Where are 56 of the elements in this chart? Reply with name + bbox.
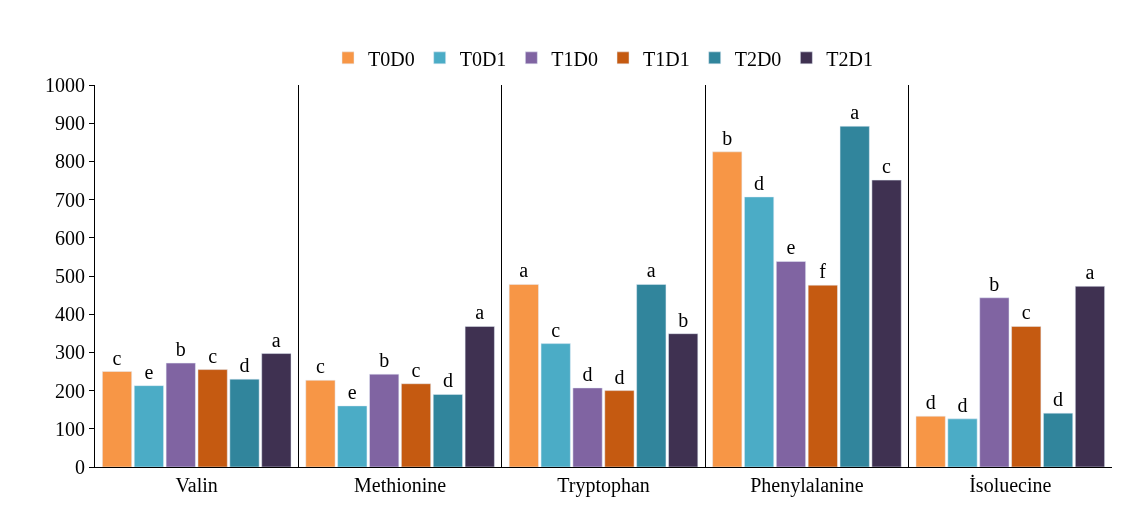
y-tick-label: 900 — [55, 112, 85, 135]
data-label: d — [754, 171, 765, 194]
y-tick-label: 0 — [75, 456, 85, 478]
y-tick-label: 600 — [55, 226, 85, 249]
data-label: a — [475, 301, 485, 324]
y-tick-label: 800 — [55, 150, 85, 173]
data-label: a — [271, 328, 281, 351]
y-tick-label: 700 — [55, 188, 85, 211]
legend-label: T1D1 — [643, 47, 690, 70]
data-label: a — [646, 259, 656, 282]
data-label: b — [989, 272, 1000, 295]
data-label: d — [442, 369, 453, 392]
data-label: c — [411, 358, 421, 381]
y-tick-label: 1000 — [45, 74, 85, 96]
data-label: d — [582, 362, 593, 385]
data-label: c — [882, 155, 892, 178]
legend-label: T2D0 — [734, 47, 782, 70]
y-tick-label: 200 — [55, 379, 85, 402]
y-tick-label: 300 — [55, 341, 85, 364]
data-label: e — [786, 236, 796, 259]
data-label: d — [957, 393, 968, 416]
bar — [401, 383, 431, 467]
x-tick-label: Methionine — [353, 474, 447, 496]
data-label: a — [519, 259, 529, 282]
data-label: d — [925, 391, 936, 414]
data-label: b — [678, 308, 689, 331]
y-tick-label: 500 — [55, 265, 85, 287]
legend-label: T0D1 — [459, 47, 507, 70]
legend-label: T0D0 — [368, 47, 415, 70]
data-label: e — [144, 360, 154, 383]
data-label: a — [850, 101, 860, 124]
data-label: b — [379, 349, 390, 372]
data-label: f — [819, 260, 827, 283]
x-tick-label: Tryptophan — [557, 474, 650, 497]
data-label: c — [315, 355, 325, 378]
bar — [776, 261, 806, 467]
data-label: e — [347, 380, 357, 403]
data-label: c — [208, 344, 218, 367]
y-tick-label: 100 — [55, 417, 85, 440]
data-label: a — [1085, 261, 1095, 284]
data-label: c — [551, 318, 561, 341]
x-tick-label: Valin — [175, 474, 218, 496]
x-tick-label: İsoluecine — [969, 474, 1052, 496]
bar — [102, 371, 132, 467]
x-tick-label: Phenylalanine — [750, 474, 864, 497]
bar — [1075, 286, 1105, 467]
data-label: d — [1053, 388, 1064, 411]
data-label: c — [1021, 301, 1031, 324]
legend-label: T1D0 — [551, 47, 599, 70]
data-label: b — [175, 338, 186, 361]
data-label: d — [239, 354, 250, 377]
data-label: d — [614, 365, 625, 388]
y-tick-label: 400 — [55, 303, 85, 326]
legend-label: T2D1 — [826, 47, 874, 70]
data-label: c — [112, 346, 122, 369]
data-label: b — [722, 126, 733, 149]
